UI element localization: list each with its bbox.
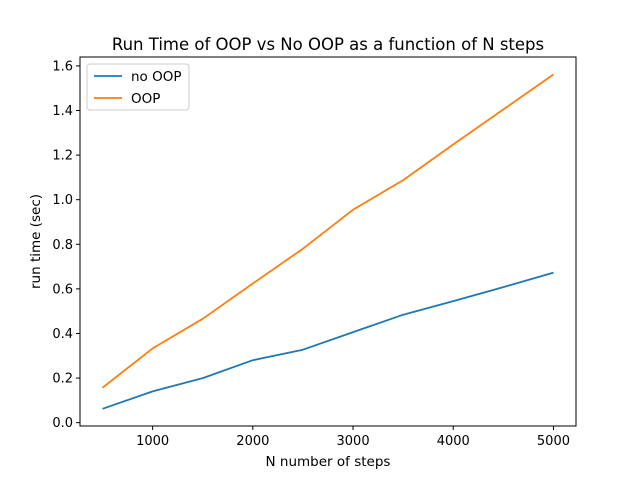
series-line-oop (101, 73, 555, 389)
x-tick-label: 2000 (236, 434, 269, 449)
y-tick-label: 1.4 (52, 104, 73, 119)
y-axis-label: run time (sec) (28, 194, 44, 289)
y-tick-label: 0.2 (52, 372, 73, 387)
x-tick-label: 5000 (537, 434, 570, 449)
y-tick-label: 0.0 (52, 416, 73, 431)
y-tick-label: 0.8 (52, 238, 73, 253)
series-line-no-oop (102, 271, 554, 410)
legend-label-no-oop: no OOP (131, 69, 182, 85)
plot-area (79, 56, 577, 427)
y-tick-label: 1.0 (52, 193, 73, 208)
y-tick-label: 0.6 (52, 282, 73, 297)
chart-title: Run Time of OOP vs No OOP as a function … (112, 35, 544, 54)
legend: no OOP OOP (86, 63, 190, 111)
legend-label-oop: OOP (131, 91, 160, 107)
x-axis-label: N number of steps (266, 454, 391, 470)
y-tick-label: 0.4 (52, 327, 73, 342)
series-lines (101, 73, 555, 410)
y-axis: 0.0 0.2 0.4 0.6 0.8 1.0 1.2 1.4 1.6 (52, 59, 80, 431)
x-axis: 1000 2000 3000 4000 5000 (136, 426, 570, 449)
y-tick-label: 1.2 (52, 149, 73, 164)
x-tick-label: 3000 (337, 434, 370, 449)
x-tick-label: 4000 (437, 434, 470, 449)
x-tick-label: 1000 (136, 434, 169, 449)
y-tick-label: 1.6 (52, 59, 73, 74)
